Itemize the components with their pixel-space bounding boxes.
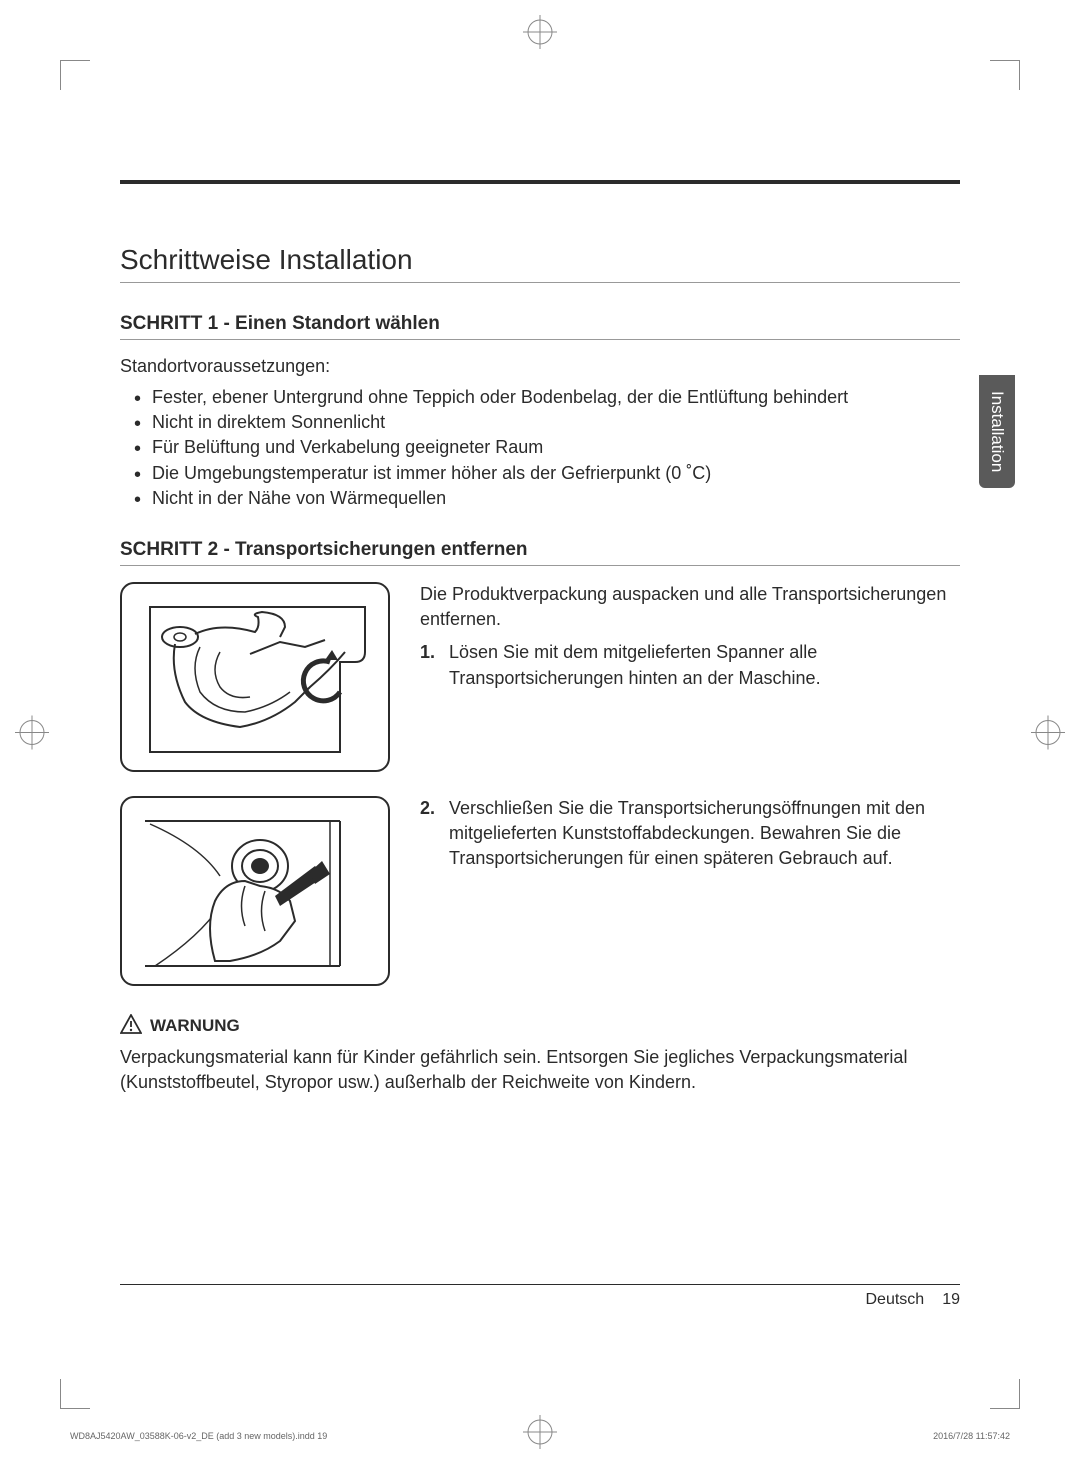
- crop-mark-right: [1031, 715, 1065, 754]
- step1-heading: SCHRITT 1 - Einen Standort wählen: [120, 313, 960, 340]
- footer-language: Deutsch: [866, 1291, 925, 1309]
- footer-page-number: 19: [942, 1291, 960, 1309]
- step2-heading: SCHRITT 2 - Transportsicherungen entfern…: [120, 539, 960, 566]
- warning-block: WARNUNG Verpackungsmaterial kann für Kin…: [120, 1014, 960, 1095]
- list-item: Die Umgebungstemperatur ist immer höher …: [120, 461, 960, 486]
- step2-text-2: 2. Verschließen Sie die Transportsicheru…: [420, 796, 960, 872]
- warning-label: WARNUNG: [120, 1014, 960, 1039]
- crop-mark-left: [15, 715, 49, 754]
- top-divider: [120, 180, 960, 184]
- corner-mark-icon: [990, 60, 1020, 90]
- corner-mark-icon: [60, 1379, 90, 1409]
- step2-text-1: Die Produktverpackung auspacken und alle…: [420, 582, 960, 691]
- illustration-spanner: [120, 582, 390, 772]
- numbered-item-2: 2. Verschließen Sie die Transportsicheru…: [420, 796, 960, 872]
- list-item: Für Belüftung und Verkabelung geeigneter…: [120, 435, 960, 460]
- item-number: 2.: [420, 796, 435, 872]
- illustration-cap: [120, 796, 390, 986]
- step2-block-1: Die Produktverpackung auspacken und alle…: [120, 582, 960, 772]
- corner-mark-icon: [60, 60, 90, 90]
- warning-text: Verpackungsmaterial kann für Kinder gefä…: [120, 1045, 960, 1095]
- page-content: Schrittweise Installation Installation S…: [120, 180, 960, 1349]
- corner-mark-icon: [990, 1379, 1020, 1409]
- crop-mark-bottom: [523, 1415, 557, 1454]
- meta-footer-right: 2016/7/28 11:57:42: [933, 1431, 1010, 1441]
- crop-mark-top: [523, 15, 557, 54]
- item-text: Verschließen Sie die Transportsicherungs…: [449, 796, 960, 872]
- item-number: 1.: [420, 640, 435, 690]
- step2-intro: Die Produktverpackung auspacken und alle…: [420, 582, 960, 632]
- list-item: Fester, ebener Untergrund ohne Teppich o…: [120, 385, 960, 410]
- page-footer: Deutsch 19: [120, 1284, 960, 1309]
- side-tab-installation: Installation: [979, 375, 1015, 488]
- main-heading: Schrittweise Installation: [120, 244, 960, 283]
- warning-label-text: WARNUNG: [150, 1016, 240, 1036]
- list-item: Nicht in der Nähe von Wärmequellen: [120, 486, 960, 511]
- item-text: Lösen Sie mit dem mitgelieferten Spanner…: [449, 640, 960, 690]
- numbered-item-1: 1. Lösen Sie mit dem mitgelieferten Span…: [420, 640, 960, 690]
- meta-footer-left: WD8AJ5420AW_03588K-06-v2_DE (add 3 new m…: [70, 1431, 327, 1441]
- step2-block-2: 2. Verschließen Sie die Transportsicheru…: [120, 796, 960, 986]
- step1-intro: Standortvoraussetzungen:: [120, 356, 960, 377]
- list-item: Nicht in direktem Sonnenlicht: [120, 410, 960, 435]
- warning-icon: [120, 1014, 142, 1039]
- step1-bullet-list: Fester, ebener Untergrund ohne Teppich o…: [120, 385, 960, 511]
